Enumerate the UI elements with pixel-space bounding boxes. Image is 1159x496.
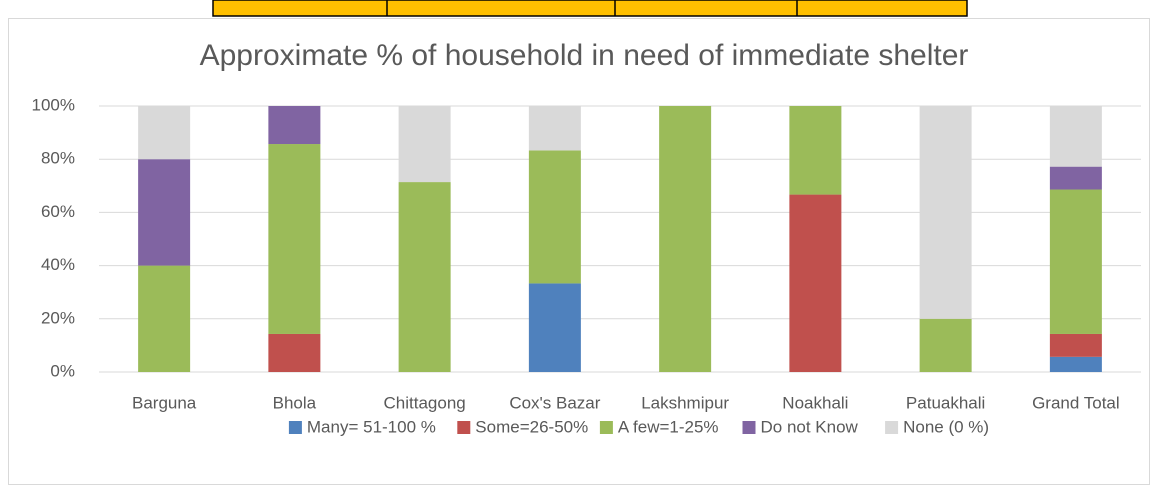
legend-label: Do not Know xyxy=(761,417,859,436)
bar-segment xyxy=(789,194,842,372)
bar-segment xyxy=(919,318,972,372)
y-tick-label: 0% xyxy=(50,361,75,380)
legend-swatch xyxy=(457,421,471,434)
bar-segment xyxy=(138,265,191,372)
y-tick-label: 20% xyxy=(41,308,75,327)
x-tick-label: Barguna xyxy=(132,393,197,412)
x-tick-label: Cox's Bazar xyxy=(509,393,600,412)
bar-segment xyxy=(268,106,321,145)
chart-border xyxy=(8,18,1150,485)
bar-segment xyxy=(1049,333,1102,357)
bar-segment xyxy=(789,106,842,195)
legend-label: None (0 %) xyxy=(903,417,989,436)
x-tick-label: Noakhali xyxy=(782,393,848,412)
legend-label: A few=1-25% xyxy=(618,417,719,436)
bar-segment xyxy=(1049,166,1102,190)
table-cells xyxy=(212,0,968,17)
y-tick-label: 80% xyxy=(41,149,75,168)
bar-segment xyxy=(398,182,451,372)
legend-label: Many= 51-100 % xyxy=(307,417,436,436)
chart-title: Approximate % of household in need of im… xyxy=(200,39,969,72)
top-table-strip xyxy=(212,0,968,17)
bar-segment xyxy=(1049,189,1102,334)
legend-swatch xyxy=(288,421,302,434)
x-tick-label: Patuakhali xyxy=(906,393,985,412)
y-tick-label: 100% xyxy=(32,95,75,114)
x-tick-label: Grand Total xyxy=(1032,393,1120,412)
legend-swatch xyxy=(742,421,756,434)
x-tick-label: Lakshmipur xyxy=(641,393,729,412)
bar-segment xyxy=(1049,106,1102,167)
bar-segment xyxy=(528,106,581,151)
bar-segment xyxy=(398,106,451,183)
bar-segment xyxy=(138,159,191,266)
y-tick-label: 60% xyxy=(41,202,75,221)
bar-segment xyxy=(659,106,712,372)
bar-segment xyxy=(1049,356,1102,372)
bar-segment xyxy=(268,333,321,372)
x-tick-label: Chittagong xyxy=(384,393,466,412)
legend-swatch xyxy=(599,421,613,434)
bar-segment xyxy=(138,106,191,160)
legend-swatch xyxy=(885,421,899,434)
bar-segment xyxy=(919,106,972,319)
bar-segment xyxy=(528,283,581,372)
x-tick-label: Bhola xyxy=(273,393,317,412)
bar-segment xyxy=(268,144,321,334)
bar-segment xyxy=(528,150,581,284)
legend-label: Some=26-50% xyxy=(475,417,588,436)
y-tick-label: 40% xyxy=(41,255,75,274)
